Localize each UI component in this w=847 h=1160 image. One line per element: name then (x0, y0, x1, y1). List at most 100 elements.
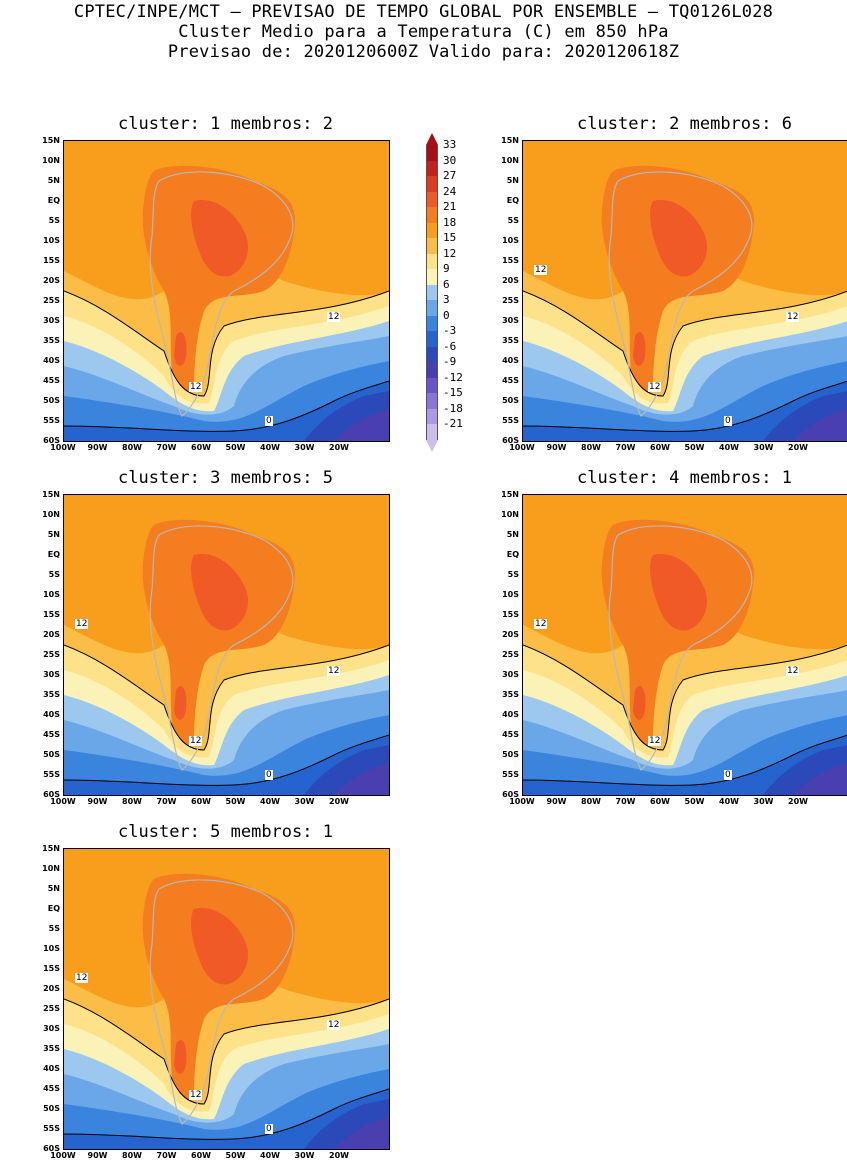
y-tick-label: 55S (30, 770, 60, 779)
y-tick-label: 40S (30, 1064, 60, 1073)
y-tick-label: 5N (30, 530, 60, 539)
y-tick-label: 20S (30, 984, 60, 993)
y-tick-label: 20S (489, 630, 519, 639)
contour-label: 12 (75, 619, 88, 629)
legend-arrow-bottom (426, 440, 438, 452)
legend-swatch (426, 316, 438, 332)
y-tick-label: EQ (30, 196, 60, 205)
map-panel-2 (522, 140, 847, 442)
x-tick-label: 70W (611, 797, 641, 806)
y-tick-label: 15S (489, 256, 519, 265)
map-panel-5 (63, 848, 390, 1150)
contour-label: 0 (724, 770, 732, 780)
y-tick-label: 40S (30, 710, 60, 719)
contour-label: 12 (327, 1020, 340, 1030)
y-tick-label: 25S (30, 650, 60, 659)
legend-swatch (426, 347, 438, 363)
contour-label: 12 (648, 382, 661, 392)
x-tick-label: 100W (48, 443, 78, 452)
y-tick-label: 45S (30, 730, 60, 739)
y-tick-label: 55S (489, 770, 519, 779)
legend-label: 12 (443, 248, 456, 260)
x-tick-label: 90W (83, 1151, 113, 1160)
y-tick-label: 5N (30, 884, 60, 893)
contour-label: 0 (724, 416, 732, 426)
legend-label: 9 (443, 263, 450, 275)
legend-swatch (426, 378, 438, 394)
contour-label: 12 (648, 736, 661, 746)
legend-swatch (426, 207, 438, 223)
y-tick-label: 10S (489, 236, 519, 245)
legend-swatch (426, 145, 438, 161)
x-tick-label: 60W (186, 797, 216, 806)
y-tick-label: 10S (30, 236, 60, 245)
legend-label: 18 (443, 217, 456, 229)
y-tick-label: 35S (30, 690, 60, 699)
y-tick-label: 10S (489, 590, 519, 599)
legend-swatch (426, 254, 438, 270)
y-tick-label: 55S (489, 416, 519, 425)
y-tick-label: 15N (30, 490, 60, 499)
legend-label: -12 (443, 372, 463, 384)
x-tick-label: 20W (783, 443, 813, 452)
y-tick-label: 45S (489, 730, 519, 739)
legend-label: 21 (443, 201, 456, 213)
y-tick-label: EQ (30, 904, 60, 913)
x-tick-label: 40W (714, 443, 744, 452)
legend-swatch (426, 238, 438, 254)
legend-label: -9 (443, 356, 456, 368)
y-tick-label: 25S (489, 296, 519, 305)
y-tick-label: 15S (30, 256, 60, 265)
legend-label: 27 (443, 170, 456, 182)
contour-label: 12 (327, 666, 340, 676)
panel-title-1: cluster: 1 membros: 2 (56, 114, 396, 134)
legend-swatch (426, 269, 438, 285)
y-tick-label: 40S (489, 710, 519, 719)
legend-label: 3 (443, 294, 450, 306)
x-tick-label: 60W (645, 443, 675, 452)
y-tick-label: 10S (30, 944, 60, 953)
legend-label: -15 (443, 387, 463, 399)
y-tick-label: 35S (489, 690, 519, 699)
y-tick-label: 15S (30, 610, 60, 619)
x-tick-label: 70W (152, 797, 182, 806)
panel-title-5: cluster: 5 membros: 1 (56, 822, 396, 842)
legend-swatch (426, 409, 438, 425)
y-tick-label: 30S (489, 316, 519, 325)
y-tick-label: EQ (30, 550, 60, 559)
x-tick-label: 100W (48, 1151, 78, 1160)
y-tick-label: 50S (30, 396, 60, 405)
x-tick-label: 100W (48, 797, 78, 806)
x-tick-label: 80W (117, 797, 147, 806)
legend-swatch (426, 331, 438, 347)
contour-label: 12 (189, 1090, 202, 1100)
x-tick-label: 40W (255, 443, 285, 452)
y-tick-label: 20S (30, 276, 60, 285)
y-tick-label: 10N (489, 510, 519, 519)
y-tick-label: 45S (489, 376, 519, 385)
y-tick-label: 10N (30, 864, 60, 873)
legend-label: 30 (443, 155, 456, 167)
contour-label: 12 (534, 265, 547, 275)
y-tick-label: 10N (30, 156, 60, 165)
y-tick-label: 25S (489, 650, 519, 659)
y-tick-label: 5N (30, 176, 60, 185)
legend-label: -6 (443, 341, 456, 353)
y-tick-label: 30S (30, 1024, 60, 1033)
x-tick-label: 50W (680, 797, 710, 806)
header-line-3: Previsao de: 2020120600Z Valido para: 20… (0, 42, 847, 62)
x-tick-label: 20W (324, 443, 354, 452)
legend-swatch (426, 176, 438, 192)
y-tick-label: 45S (30, 376, 60, 385)
x-tick-label: 30W (290, 1151, 320, 1160)
legend-label: -18 (443, 403, 463, 415)
y-tick-label: 5N (489, 176, 519, 185)
y-tick-label: 5S (30, 924, 60, 933)
x-tick-label: 80W (117, 443, 147, 452)
y-tick-label: 35S (30, 336, 60, 345)
x-tick-label: 90W (542, 443, 572, 452)
contour-label: 0 (265, 416, 273, 426)
y-tick-label: 5S (489, 570, 519, 579)
y-tick-label: 15N (489, 490, 519, 499)
